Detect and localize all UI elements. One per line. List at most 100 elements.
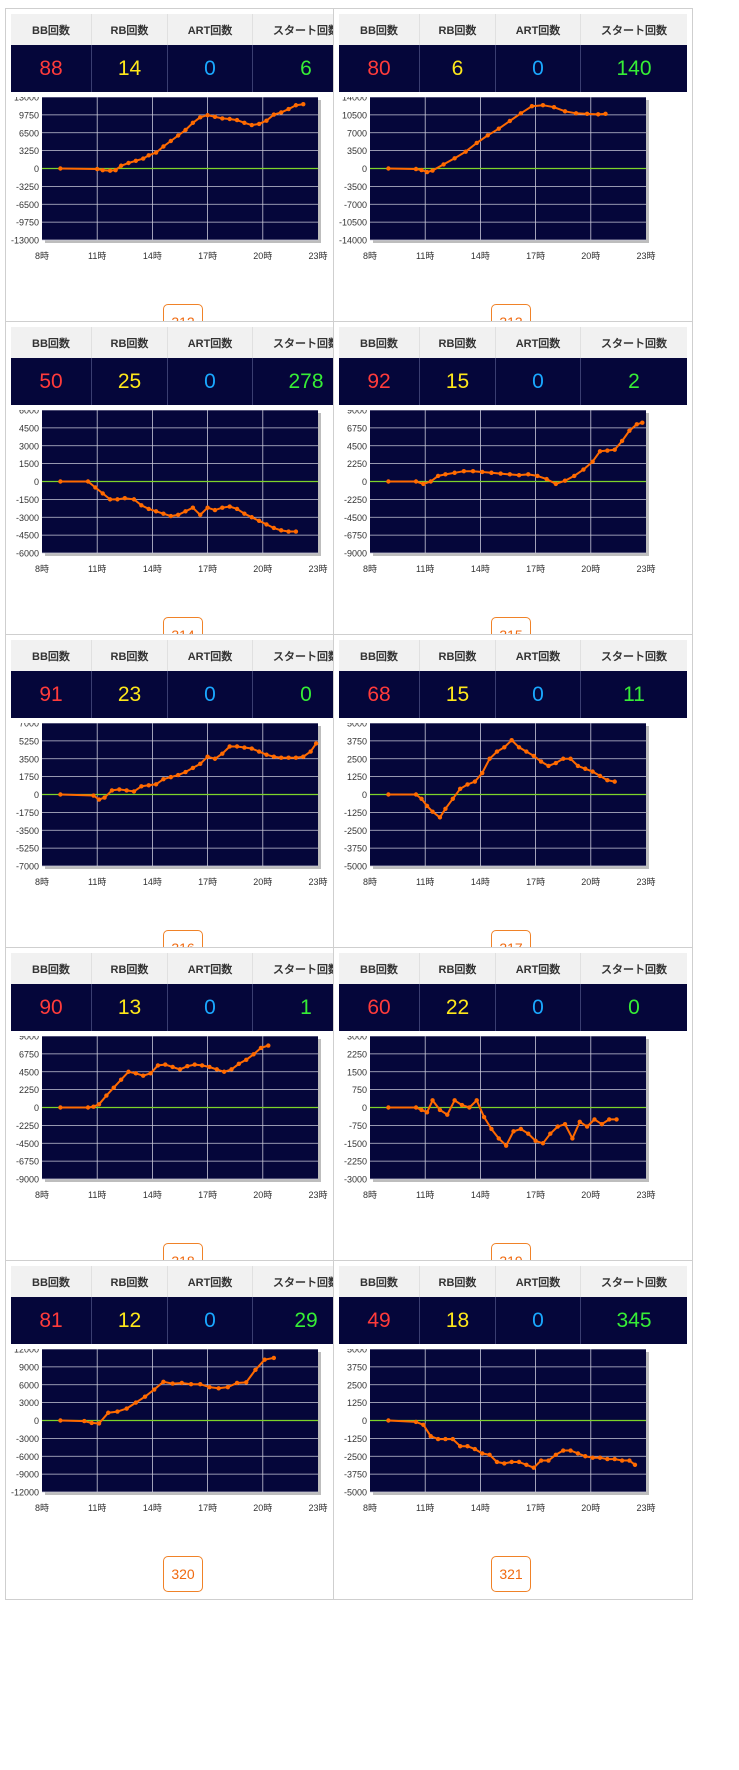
table-header: BB回数 RB回数 ART回数 スタート回数 bbox=[339, 953, 687, 984]
data-point bbox=[496, 1136, 501, 1141]
data-point bbox=[118, 1077, 124, 1082]
data-point bbox=[419, 167, 424, 173]
data-point bbox=[428, 479, 433, 484]
header-art: ART回数 bbox=[496, 953, 581, 984]
profit-chart: 6000 4500 3000 1500 0 -1500 -3000 -4500 -6000 8時 1… bbox=[16, 410, 328, 574]
data-point bbox=[590, 769, 595, 774]
data-point bbox=[168, 513, 173, 519]
data-point bbox=[146, 506, 151, 512]
x-tick-label: 14時 bbox=[143, 1503, 162, 1513]
header-start: スタート回数 bbox=[273, 24, 339, 37]
data-point bbox=[459, 1102, 465, 1108]
data-point bbox=[428, 1434, 433, 1439]
data-point bbox=[463, 149, 468, 154]
art-count: 0 bbox=[168, 984, 253, 1031]
data-point bbox=[115, 1409, 120, 1414]
data-point bbox=[286, 755, 291, 760]
data-point bbox=[386, 479, 391, 484]
x-tick-label: 17時 bbox=[526, 877, 545, 887]
data-point bbox=[85, 1105, 91, 1110]
data-point bbox=[553, 1452, 559, 1458]
y-tick-label: 9750 bbox=[19, 110, 39, 120]
data-point bbox=[467, 1105, 472, 1110]
x-tick-label: 17時 bbox=[198, 877, 217, 887]
data-point bbox=[286, 529, 291, 534]
x-tick-label: 11時 bbox=[416, 1190, 434, 1200]
data-point bbox=[175, 772, 181, 778]
machine-number-button[interactable]: 321 bbox=[491, 1556, 531, 1592]
x-tick-label: 20時 bbox=[253, 251, 272, 261]
data-point bbox=[555, 1124, 560, 1129]
x-tick-label: 14時 bbox=[471, 877, 490, 887]
data-point bbox=[612, 447, 617, 452]
data-point bbox=[183, 769, 188, 775]
data-point bbox=[264, 752, 269, 757]
header-start: スタート回数 bbox=[273, 650, 339, 663]
x-tick-label: 8時 bbox=[363, 1190, 377, 1200]
data-point bbox=[170, 1064, 175, 1070]
x-tick-label: 8時 bbox=[363, 251, 377, 261]
machine-number-button[interactable]: 320 bbox=[163, 1556, 203, 1592]
data-point bbox=[190, 120, 196, 126]
x-tick-label: 23時 bbox=[308, 1503, 327, 1513]
rb-count: 22 bbox=[420, 984, 496, 1031]
data-point bbox=[212, 507, 218, 513]
profit-chart: 7000 5250 3500 1750 0 -1750 -3500 -5250 -7000 8時 1… bbox=[16, 723, 328, 887]
y-tick-label: 0 bbox=[34, 164, 39, 174]
header-art: ART回数 bbox=[496, 1266, 581, 1297]
data-point bbox=[100, 491, 105, 496]
x-tick-label: 20時 bbox=[253, 1190, 272, 1200]
header-bb: BB回数 bbox=[11, 953, 92, 984]
data-point bbox=[465, 782, 470, 787]
header-start: スタート回数 bbox=[273, 337, 339, 350]
y-tick-label: 4500 bbox=[19, 1067, 39, 1077]
table-values: 60 22 0 0 bbox=[339, 984, 687, 1031]
data-point bbox=[153, 150, 159, 155]
y-tick-label: 3000 bbox=[347, 1036, 367, 1042]
y-tick-label: 5000 bbox=[347, 723, 367, 729]
x-tick-label: 17時 bbox=[526, 1503, 545, 1513]
data-point bbox=[100, 167, 105, 173]
data-point bbox=[516, 472, 522, 478]
rb-count: 14 bbox=[92, 45, 168, 92]
x-tick-label: 17時 bbox=[198, 1190, 217, 1200]
table-header: BB回数 RB回数 ART回数 スタート回数 bbox=[11, 640, 359, 671]
bb-count: 91 bbox=[11, 671, 92, 718]
y-tick-label: 9000 bbox=[19, 1362, 39, 1372]
x-tick-label: 14時 bbox=[471, 1503, 490, 1513]
x-tick-label: 23時 bbox=[308, 564, 327, 574]
data-point bbox=[577, 1119, 582, 1124]
data-point bbox=[518, 111, 524, 116]
x-tick-label: 11時 bbox=[416, 877, 434, 887]
machine-card: BB回数 RB回数 ART回数 スタート回数 92 15 0 2 9000 6750 4500 225… bbox=[333, 321, 693, 661]
y-tick-label: 3000 bbox=[19, 1398, 39, 1408]
bb-count: 49 bbox=[339, 1297, 420, 1344]
y-tick-label: 3500 bbox=[19, 754, 39, 764]
data-point bbox=[220, 751, 225, 756]
start-count: 1 bbox=[300, 995, 312, 1019]
data-point bbox=[424, 1110, 430, 1115]
bb-count: 50 bbox=[11, 358, 92, 405]
header-start: スタート回数 bbox=[273, 963, 339, 976]
data-point bbox=[531, 1465, 536, 1470]
data-point bbox=[551, 105, 557, 110]
data-point bbox=[227, 504, 232, 509]
table-header: BB回数 RB回数 ART回数 スタート回数 bbox=[339, 14, 687, 45]
data-point bbox=[386, 792, 391, 797]
data-point bbox=[421, 481, 426, 487]
x-tick-label: 23時 bbox=[308, 251, 327, 261]
y-tick-label: -9000 bbox=[16, 1470, 39, 1480]
y-tick-label: -3750 bbox=[344, 844, 367, 854]
start-count: 278 bbox=[288, 369, 324, 393]
data-point bbox=[568, 756, 573, 761]
data-point bbox=[205, 112, 210, 118]
data-point bbox=[142, 1394, 148, 1399]
data-point bbox=[161, 511, 166, 516]
table-header: BB回数 RB回数 ART回数 スタート回数 bbox=[11, 1266, 359, 1297]
data-point bbox=[413, 1419, 419, 1425]
data-point bbox=[516, 1459, 522, 1465]
y-tick-label: -9000 bbox=[344, 549, 367, 559]
header-rb: RB回数 bbox=[92, 953, 168, 984]
data-point bbox=[234, 1380, 240, 1386]
profit-chart: 5000 3750 2500 1250 0 -1250 -2500 -3750 -5000 8時 1… bbox=[344, 1349, 656, 1513]
